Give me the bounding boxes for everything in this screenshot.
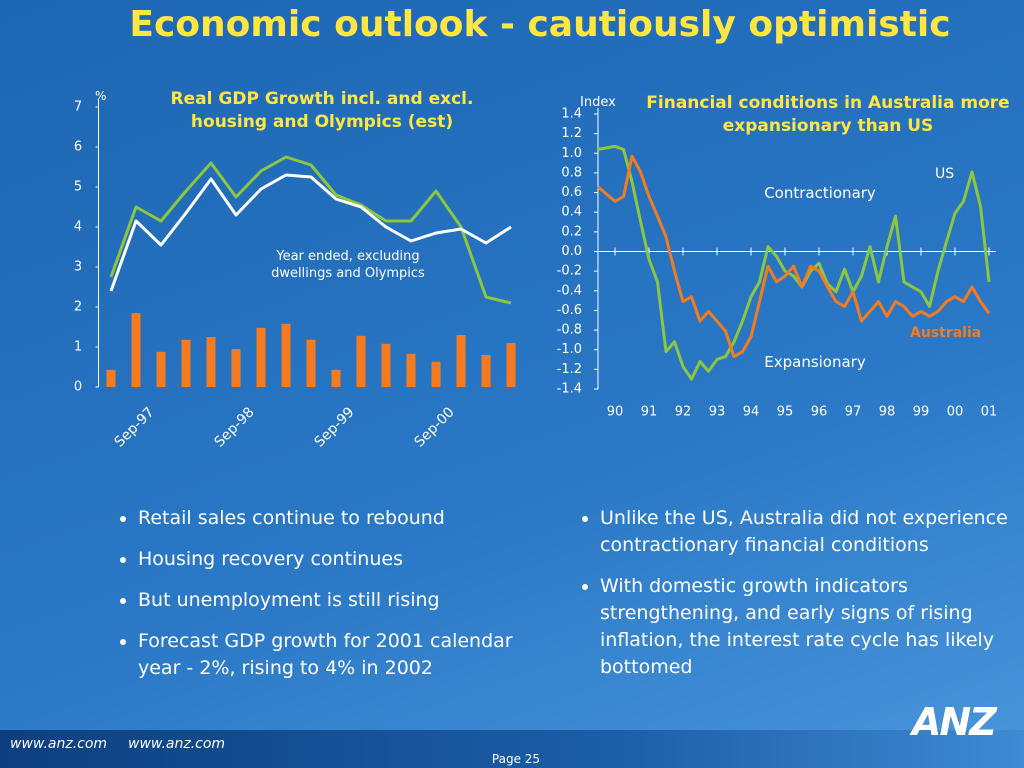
bar	[506, 343, 516, 387]
bar	[156, 351, 166, 387]
y-tick-label: 6	[74, 140, 82, 155]
annotation: Expansionary	[764, 353, 866, 371]
logo: ANZ	[912, 700, 997, 744]
bar	[381, 343, 391, 387]
y-tick-label: -0.8	[557, 323, 582, 338]
bullet: Housing recovery continues	[138, 546, 548, 573]
y-tick-label: -0.4	[557, 283, 582, 298]
bullet: Retail sales continue to rebound	[138, 505, 548, 532]
series-label: Australia	[910, 325, 981, 341]
y-tick-label: -0.2	[557, 264, 582, 279]
bullet: Forecast GDP growth for 2001 calendar ye…	[138, 628, 548, 682]
x-tick-label: 93	[709, 405, 726, 420]
y-tick-label: 0.8	[561, 165, 582, 180]
bullet-list: Unlike the US, Australia did not experie…	[572, 505, 1020, 695]
chart-title: Financial conditions in Australia more e…	[646, 93, 1010, 136]
annotation: Contractionary	[764, 184, 876, 202]
y-tick-label: 1.2	[561, 126, 582, 141]
y-axis-label: %	[95, 89, 107, 103]
y-tick-label: 0.4	[561, 205, 582, 220]
x-tick-label: 94	[743, 405, 760, 420]
y-tick-label: 0.2	[561, 224, 582, 239]
x-tick-label: 92	[675, 405, 692, 420]
y-axis-label: Index	[580, 95, 616, 110]
y-tick-label: 1.0	[561, 146, 582, 161]
bullet: But unemployment is still rising	[138, 587, 548, 614]
y-tick-label: -1.0	[557, 342, 582, 357]
x-tick-label: 00	[947, 405, 964, 420]
y-tick-label: 4	[74, 220, 82, 235]
bullet: With domestic growth indicators strength…	[600, 573, 1020, 681]
bar	[331, 369, 341, 387]
x-tick-label: Sep-97	[112, 404, 158, 450]
bar	[431, 361, 441, 387]
x-tick-label: 99	[913, 405, 930, 420]
x-tick-label: 01	[981, 405, 998, 420]
y-tick-label: -1.2	[557, 362, 582, 377]
chart-title: Real GDP Growth incl. and excl. housing …	[170, 89, 474, 132]
x-tick-label: Sep-99	[312, 404, 358, 450]
bar	[281, 323, 291, 387]
bullet: Unlike the US, Australia did not experie…	[600, 505, 1020, 559]
x-tick-label: 91	[641, 405, 658, 420]
page-number: Page 25	[491, 752, 541, 766]
y-tick-label: 1.4	[561, 107, 582, 122]
y-tick-label: 0.6	[561, 185, 582, 200]
bar	[306, 339, 316, 387]
annotation: Year ended, excluding dwellings and Olym…	[271, 249, 425, 281]
bar	[481, 355, 491, 387]
x-tick-label: 98	[879, 405, 896, 420]
x-tick-label: Sep-00	[412, 404, 458, 450]
y-tick-label: 3	[74, 260, 82, 275]
y-tick-label: 7	[74, 100, 82, 115]
y-tick-label: 2	[74, 300, 82, 315]
y-tick-label: -0.6	[557, 303, 582, 318]
bar	[356, 335, 366, 387]
footer-link[interactable]: www.anz.com	[10, 736, 108, 752]
y-tick-label: 5	[74, 180, 82, 195]
footer-bar	[0, 730, 1024, 768]
bar	[106, 369, 116, 387]
x-tick-label: 97	[845, 405, 862, 420]
bar	[256, 327, 266, 387]
y-tick-label: 0	[74, 380, 82, 395]
x-tick-label: Sep-98	[212, 404, 258, 450]
x-tick-label: 95	[777, 405, 794, 420]
bar	[206, 337, 216, 387]
footer-link[interactable]: www.anz.com	[128, 736, 226, 752]
y-tick-label: 0.0	[561, 244, 582, 259]
bar	[181, 339, 191, 387]
bar	[131, 313, 141, 387]
bar	[231, 349, 241, 387]
series-label: US	[935, 166, 954, 182]
y-tick-label: 1	[74, 340, 82, 355]
x-tick-label: 90	[607, 405, 624, 420]
line	[597, 144, 991, 381]
bullet-list: Retail sales continue to rebound Housing …	[110, 505, 548, 696]
x-tick-label: 96	[811, 405, 828, 420]
bar	[456, 335, 466, 387]
slide-title: Economic outlook - cautiously optimistic	[129, 4, 951, 45]
bar	[406, 353, 416, 387]
y-tick-label: -1.4	[557, 382, 582, 397]
